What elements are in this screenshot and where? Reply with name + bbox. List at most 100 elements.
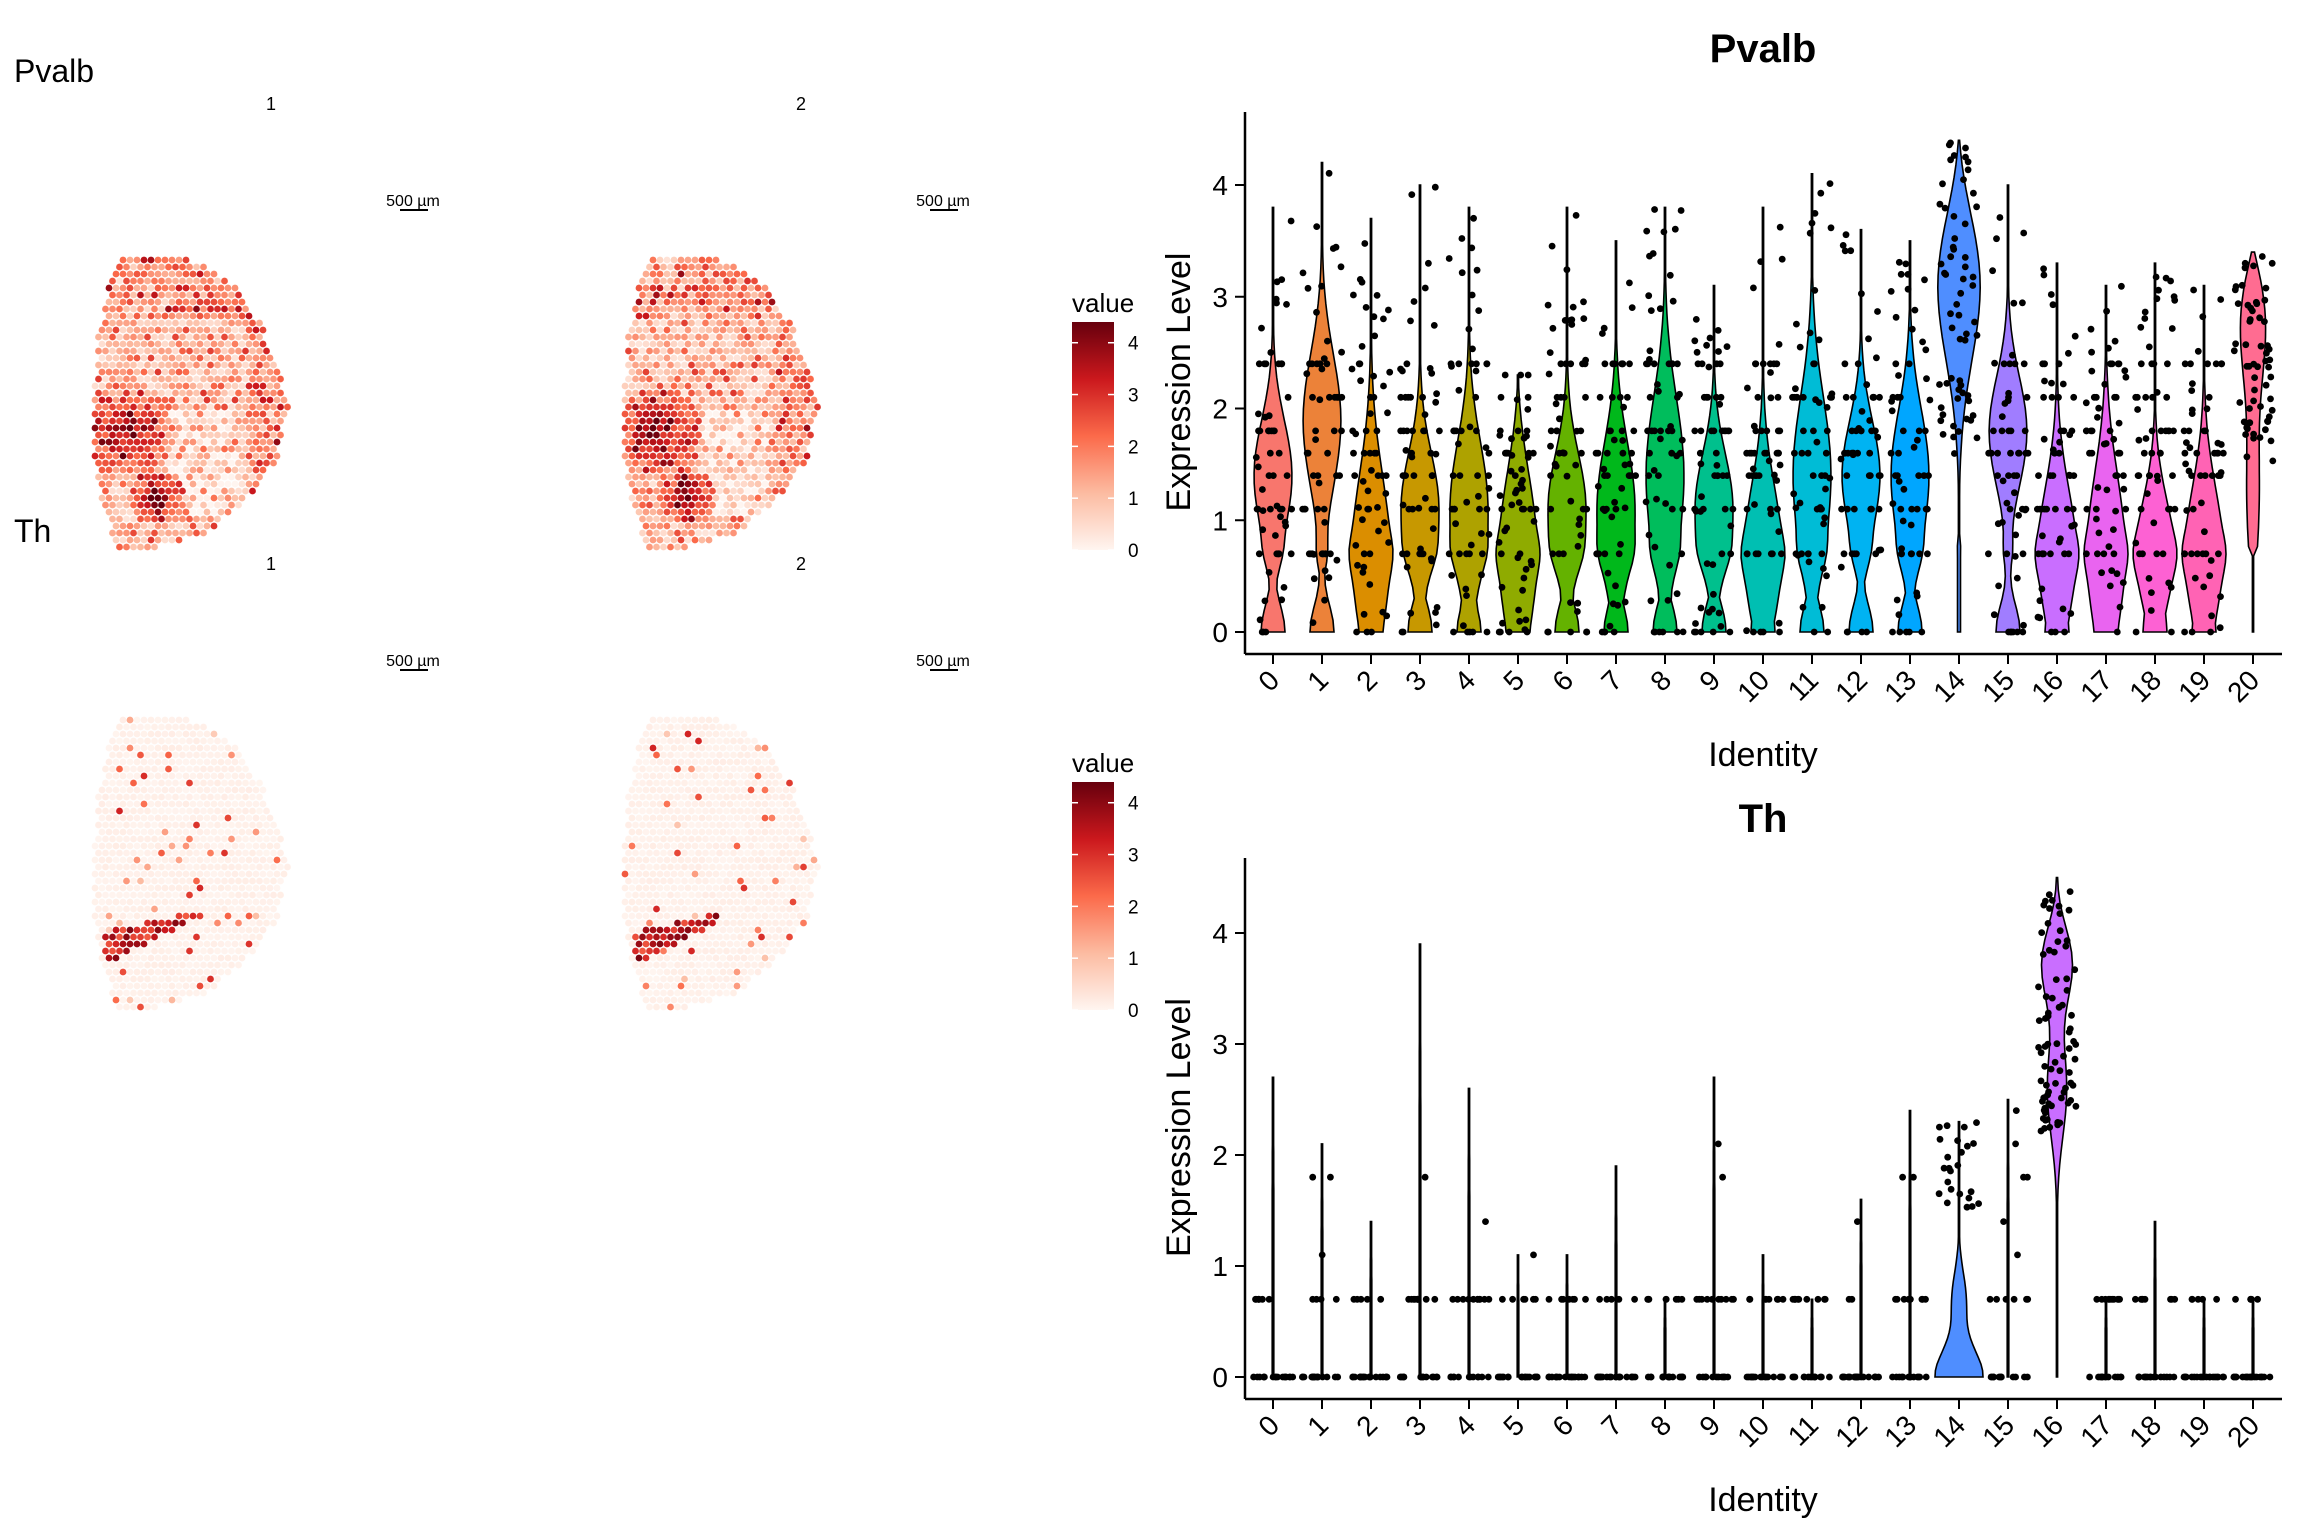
spot: [161, 884, 169, 892]
data-point: [2194, 347, 2202, 355]
spot: [772, 445, 779, 453]
spot: [133, 940, 141, 948]
spot: [165, 501, 172, 509]
spot: [775, 772, 783, 780]
spot: [217, 340, 225, 348]
spot: [660, 807, 667, 815]
spot: [179, 737, 186, 745]
data-point: [1315, 479, 1323, 487]
spot: [688, 375, 695, 383]
spot: [182, 270, 190, 278]
spot: [133, 744, 141, 752]
spot: [259, 912, 267, 920]
spot: [737, 877, 744, 885]
spot: [252, 898, 260, 906]
spot: [231, 452, 239, 460]
spot: [249, 863, 256, 871]
spot: [744, 473, 751, 481]
data-point: [1304, 449, 1312, 457]
data-point: [1950, 152, 1958, 159]
spot: [656, 368, 664, 376]
spot: [656, 270, 664, 278]
spot: [726, 842, 734, 850]
data-point: [1433, 390, 1440, 398]
spot: [632, 947, 639, 955]
spot: [803, 870, 811, 878]
spot: [140, 842, 148, 850]
spot: [137, 751, 144, 759]
spot: [730, 375, 737, 383]
legend-tick-label: 4: [1128, 334, 1139, 355]
spot: [660, 347, 667, 355]
data-point: [2217, 593, 2224, 600]
data-point: [1469, 628, 1477, 636]
spot: [740, 410, 748, 418]
spot: [203, 522, 211, 530]
spot: [158, 445, 165, 453]
spot: [656, 494, 664, 502]
spot: [646, 263, 653, 271]
data-point: [2171, 505, 2179, 513]
data-point: [1818, 603, 1826, 611]
spot: [116, 305, 123, 313]
spot: [249, 905, 256, 913]
spot: [789, 786, 797, 794]
spot: [182, 466, 190, 474]
spot: [772, 473, 779, 481]
spot: [667, 515, 674, 523]
spot: [210, 396, 218, 404]
data-point: [1874, 433, 1882, 441]
spot: [677, 410, 685, 418]
data-point: [1776, 461, 1784, 469]
spot: [168, 786, 176, 794]
spot: [109, 487, 116, 495]
spot: [242, 933, 249, 941]
spot: [684, 940, 692, 948]
spot: [151, 473, 158, 481]
spot: [646, 737, 653, 745]
data-point: [2168, 325, 2176, 332]
spot: [642, 744, 650, 752]
spot: [126, 912, 134, 920]
data-point: [2038, 585, 2046, 593]
data-point: [2106, 582, 2114, 590]
spot: [214, 807, 221, 815]
spot: [123, 765, 130, 773]
data-point: [1849, 393, 1857, 401]
data-point: [2101, 380, 2109, 388]
data-point: [2115, 419, 2123, 427]
spot: [621, 898, 629, 906]
data-point: [1662, 500, 1669, 507]
spot: [151, 947, 158, 955]
spot: [646, 835, 653, 843]
spot: [744, 403, 751, 411]
spot: [224, 410, 232, 418]
spot: [210, 940, 218, 948]
spot: [161, 382, 169, 390]
spot: [207, 849, 214, 857]
spot: [667, 529, 674, 537]
spot: [635, 326, 643, 334]
spot: [660, 751, 667, 759]
data-point: [1348, 365, 1356, 373]
data-point: [2197, 472, 2204, 479]
spot: [245, 842, 253, 850]
spot: [726, 968, 734, 976]
spot: [677, 912, 685, 920]
spot: [133, 772, 141, 780]
spot: [779, 333, 786, 341]
spot: [116, 947, 123, 955]
data-point: [1606, 622, 1614, 630]
spot: [789, 424, 797, 432]
spot: [182, 772, 190, 780]
spot: [249, 459, 256, 467]
spot: [705, 270, 713, 278]
spot: [646, 543, 653, 551]
spot: [277, 835, 284, 843]
spot: [649, 730, 657, 738]
data-point: [1476, 505, 1483, 513]
spot: [691, 480, 699, 488]
data-point: [2007, 449, 2014, 457]
data-point: [2006, 505, 2014, 513]
spot: [98, 926, 106, 934]
